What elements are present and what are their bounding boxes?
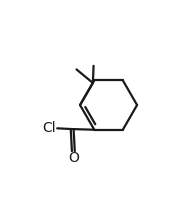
Text: O: O <box>68 151 79 165</box>
Text: Cl: Cl <box>42 121 56 135</box>
